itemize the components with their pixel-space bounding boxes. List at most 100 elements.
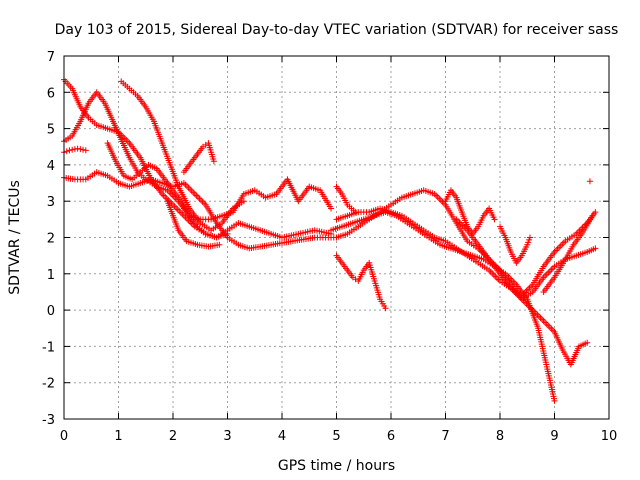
data-point xyxy=(71,146,78,153)
series-track-18 xyxy=(586,178,593,185)
data-point xyxy=(160,192,167,199)
series-track-9 xyxy=(328,209,558,404)
series-track-15 xyxy=(333,183,359,216)
y-tick-label: 0 xyxy=(47,304,55,319)
data-point xyxy=(77,146,84,153)
data-point xyxy=(559,241,566,248)
data-point xyxy=(491,216,498,223)
series-track-4 xyxy=(61,169,340,252)
data-point xyxy=(199,198,206,205)
data-point xyxy=(187,186,194,193)
series-track-12 xyxy=(453,216,599,303)
series-track-5 xyxy=(118,78,247,234)
data-point xyxy=(240,198,247,205)
series-track-17 xyxy=(497,223,533,266)
data-point xyxy=(535,313,542,320)
data-point xyxy=(191,190,198,197)
y-tick-label: 5 xyxy=(47,123,55,138)
axis-ticks: 0 1 2 3 4 5 6 7 8 9 10 -3 -2 -1 0 1 2 3 4 5 6 7 xyxy=(42,50,617,444)
data-point xyxy=(543,321,550,328)
data-point xyxy=(489,270,496,277)
series-track-13 xyxy=(540,212,596,295)
data-point xyxy=(198,197,205,204)
data-point xyxy=(546,268,553,275)
x-tick-label: 6 xyxy=(387,429,395,444)
y-tick-label: -2 xyxy=(42,377,55,392)
data-point xyxy=(592,245,599,252)
x-tick-label: 2 xyxy=(169,429,177,444)
chart-title: Day 103 of 2015, Sidereal Day-to-day VTE… xyxy=(55,22,619,38)
data-point xyxy=(543,271,550,278)
data-point xyxy=(173,204,180,211)
data-point xyxy=(560,239,567,246)
data-point xyxy=(539,316,546,323)
series-track-8 xyxy=(180,140,217,176)
data-point xyxy=(592,209,599,216)
x-axis-label: GPS time / hours xyxy=(278,458,395,474)
data-point xyxy=(542,272,549,279)
data-point xyxy=(63,148,70,155)
y-tick-label: 7 xyxy=(47,50,55,65)
data-point xyxy=(74,145,81,152)
data-point xyxy=(487,268,494,275)
data-point xyxy=(171,203,178,210)
series-track-14 xyxy=(333,252,389,312)
data-marks xyxy=(61,76,599,404)
data-point xyxy=(556,244,563,251)
data-point xyxy=(352,209,359,216)
data-point xyxy=(216,241,223,248)
data-point xyxy=(534,311,541,318)
data-point xyxy=(545,269,552,276)
data-point xyxy=(193,192,200,199)
data-point xyxy=(66,147,73,154)
y-tick-label: 2 xyxy=(47,232,55,247)
x-tick-label: 7 xyxy=(441,429,449,444)
data-point xyxy=(546,324,553,331)
series-track-2 xyxy=(61,145,89,156)
data-point xyxy=(185,184,192,191)
data-point xyxy=(545,322,552,329)
data-point xyxy=(174,206,181,213)
y-tick-label: -3 xyxy=(42,413,55,428)
data-point xyxy=(82,147,89,154)
data-point xyxy=(549,265,556,272)
data-point xyxy=(586,178,593,185)
x-tick-label: 1 xyxy=(114,429,122,444)
x-tick-label: 4 xyxy=(278,429,286,444)
y-axis-label: SDTVAR / TECUs xyxy=(7,180,23,295)
x-tick-label: 9 xyxy=(550,429,558,444)
data-point xyxy=(182,181,189,188)
x-tick-label: 8 xyxy=(496,429,504,444)
data-point xyxy=(210,158,217,165)
x-tick-label: 10 xyxy=(601,429,618,444)
data-point xyxy=(439,198,446,205)
data-point xyxy=(201,200,208,207)
data-point xyxy=(548,325,555,332)
data-point xyxy=(553,247,560,254)
y-tick-label: 1 xyxy=(47,268,55,283)
x-tick-label: 0 xyxy=(60,429,68,444)
data-point xyxy=(190,189,197,196)
data-point xyxy=(537,314,544,321)
data-point xyxy=(554,245,561,252)
data-point xyxy=(123,137,130,144)
series-track-11 xyxy=(333,205,599,299)
data-point xyxy=(382,305,389,312)
data-point xyxy=(80,146,87,153)
data-point xyxy=(542,319,549,326)
data-point xyxy=(194,194,201,201)
y-tick-label: 6 xyxy=(47,86,55,101)
grid-lines xyxy=(64,56,609,419)
data-point xyxy=(526,234,533,241)
data-point xyxy=(188,187,195,194)
data-point xyxy=(490,271,497,278)
data-point xyxy=(196,195,203,202)
series-track-16 xyxy=(442,187,498,237)
series-track-6 xyxy=(104,140,231,241)
data-point xyxy=(551,397,558,404)
data-point xyxy=(224,230,231,237)
data-point xyxy=(184,183,191,190)
series-track-7 xyxy=(164,198,223,250)
data-point xyxy=(557,242,564,249)
